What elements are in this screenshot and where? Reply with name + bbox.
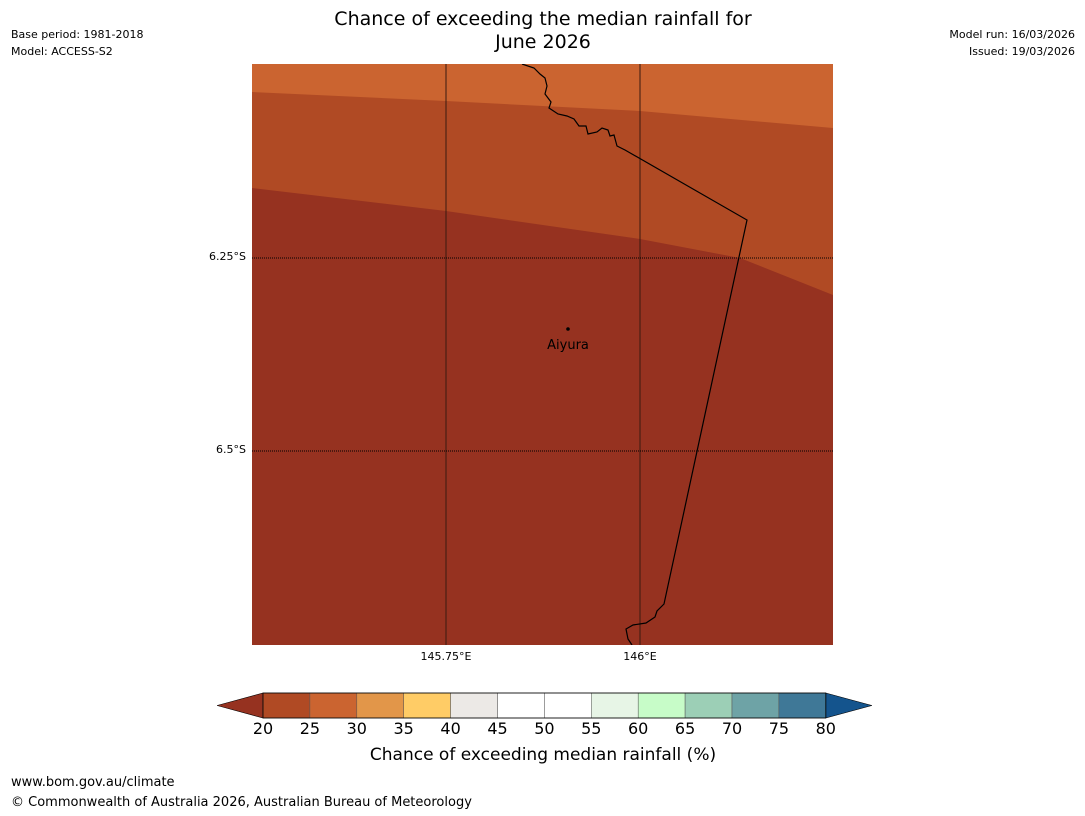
lon-tick-145-75: 145.75°E — [420, 650, 472, 663]
colorbar-bin-35-40 — [403, 692, 451, 719]
lat-tick-6-5: 6.5°S — [216, 443, 246, 456]
model-name: Model: ACCESS-S2 — [11, 45, 113, 58]
colorbar-bin-70-75 — [731, 692, 780, 719]
model-run: Model run: 16/03/2026 — [949, 28, 1075, 41]
colorbar-label: Chance of exceeding median rainfall (%) — [369, 745, 717, 765]
map-area: Aiyura — [252, 64, 833, 645]
colorbar-bin-55-60 — [591, 692, 639, 719]
colorbar-tick-75: 75 — [768, 719, 790, 738]
meta-left: Base period: 1981-2018 Model: ACCESS-S2 — [11, 26, 143, 60]
issued-date: Issued: 19/03/2026 — [968, 45, 1075, 58]
province-border — [521, 64, 748, 645]
colorbar-tick-65: 65 — [674, 719, 696, 738]
colorbar-tick-70: 70 — [721, 719, 743, 738]
colorbar — [217, 692, 872, 719]
aiyura-label: Aiyura — [547, 338, 589, 353]
footer-url: www.bom.gov.au/climate — [11, 775, 175, 790]
colorbar-tick-60: 60 — [628, 719, 649, 738]
title-line-2: June 2026 — [495, 31, 591, 53]
chart-title: Chance of exceeding the median rainfall … — [243, 8, 843, 54]
footer-copyright: © Commonwealth of Australia 2026, Austra… — [11, 795, 472, 810]
colorbar-bin-45-50 — [497, 692, 545, 719]
lon-tick-146: 146°E — [623, 650, 657, 663]
colorbar-tick-30: 30 — [346, 719, 367, 738]
base-period: Base period: 1981-2018 — [11, 28, 144, 41]
colorbar-bin-20-25 — [262, 692, 311, 719]
colorbar-bin-50-55 — [544, 692, 592, 719]
colorbar-bin-25-30 — [309, 692, 358, 719]
colorbar-bin-60-65 — [637, 692, 686, 719]
colorbar-bin-30-35 — [356, 692, 404, 719]
map-svg: Aiyura — [252, 64, 833, 645]
colorbar-outline — [262, 692, 827, 719]
meta-right: Model run: 16/03/2026 Issued: 19/03/2026 — [949, 26, 1075, 60]
colorbar-extend-low — [217, 692, 264, 719]
colorbar-bin-65-70 — [684, 692, 733, 719]
region-20-25 — [252, 64, 833, 295]
region-25-30 — [252, 64, 833, 128]
colorbar-tick-80: 80 — [815, 719, 836, 738]
colorbar-bin-75-80 — [778, 692, 827, 719]
colorbar-tick-45: 45 — [487, 719, 508, 738]
colorbar-tick-50: 50 — [534, 719, 555, 738]
lat-tick-6-25: 6.25°S — [209, 250, 246, 263]
aiyura-marker — [566, 327, 570, 331]
colorbar-bin-40-45 — [450, 692, 498, 719]
title-line-1: Chance of exceeding the median rainfall … — [334, 8, 752, 30]
colorbar-tick-55: 55 — [581, 719, 602, 738]
colorbar-tick-40: 40 — [440, 719, 461, 738]
colorbar-extend-high — [825, 692, 872, 719]
colorbar-tick-25: 25 — [299, 719, 321, 738]
colorbar-tick-35: 35 — [393, 719, 414, 738]
colorbar-tick-20: 20 — [252, 719, 274, 738]
